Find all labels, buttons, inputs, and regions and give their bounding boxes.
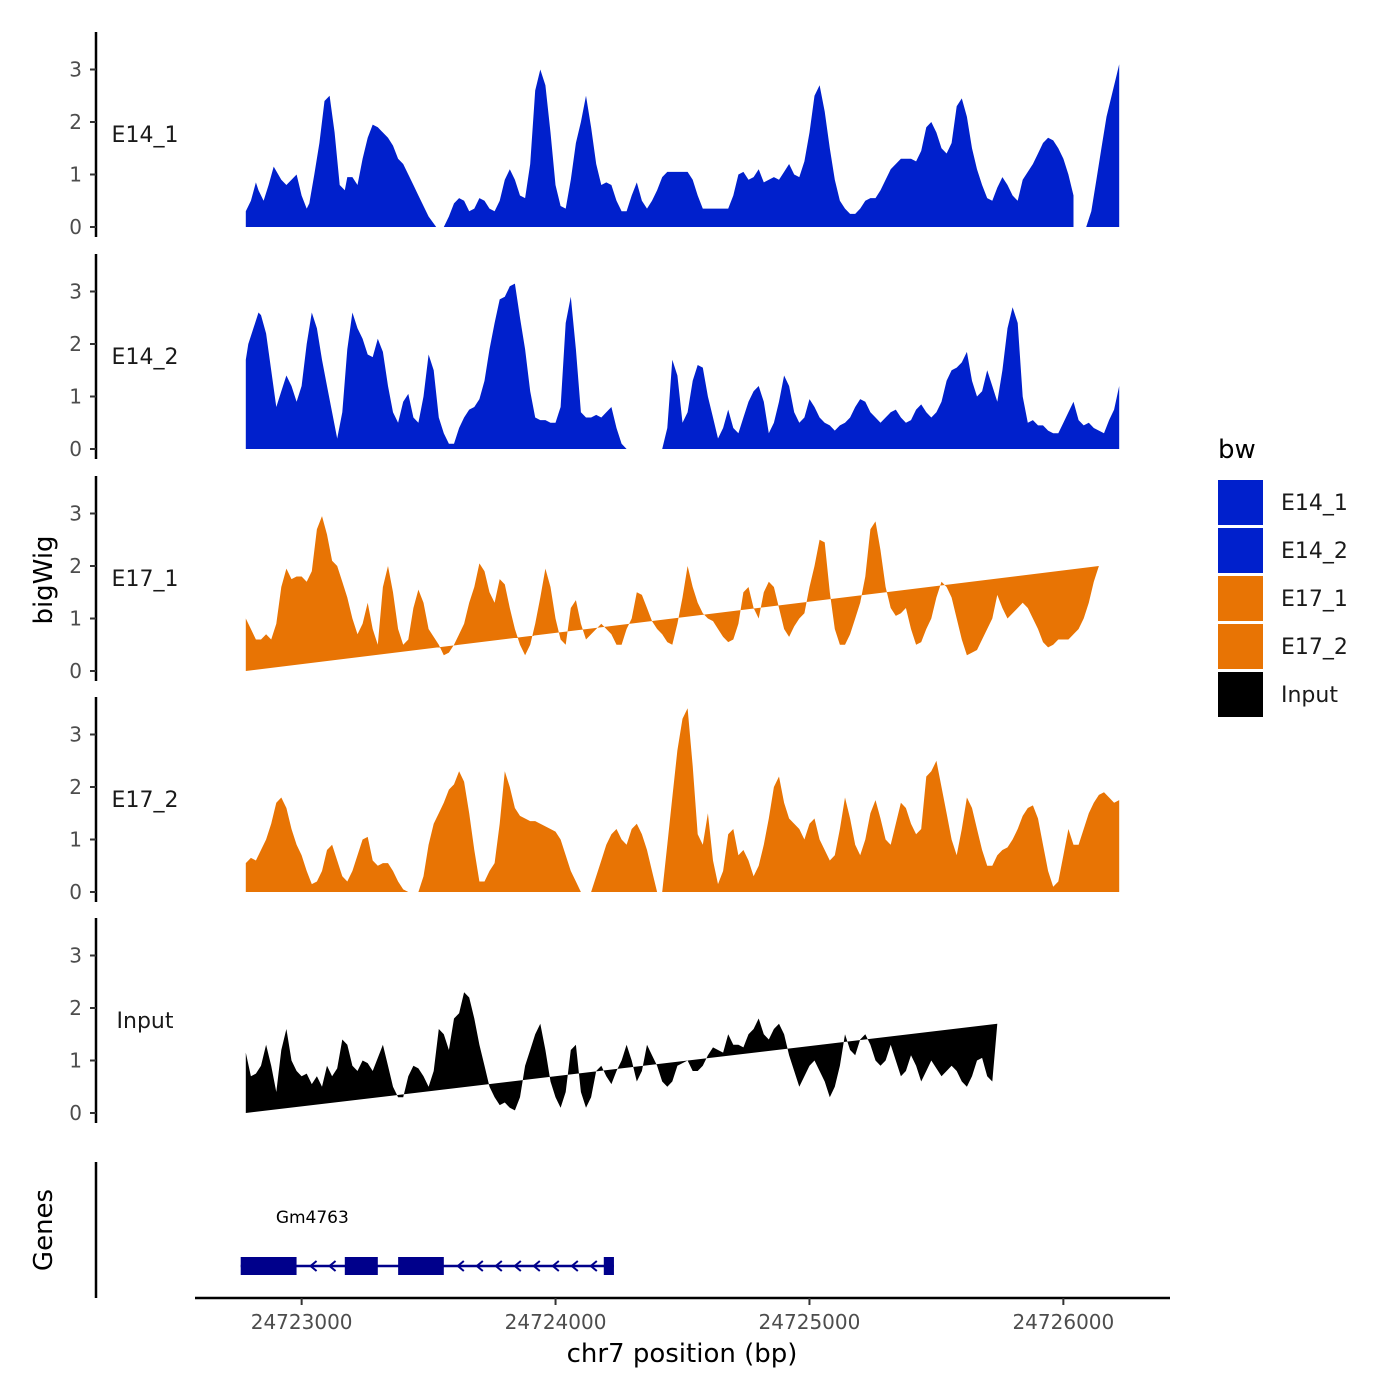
y-tick-label: 2 — [69, 775, 82, 799]
legend-swatch-e17-1 — [1218, 576, 1263, 621]
signal-area-e14-1-segment-3 — [1086, 64, 1120, 227]
y-tick-label: 3 — [69, 502, 82, 526]
signal-area-e17-2-segment-4 — [662, 708, 1120, 892]
signal-area-e17-2-segment-3 — [591, 823, 658, 892]
track-panel-input: 0 1 2 3 Input — [69, 918, 998, 1125]
y-tick-label: 1 — [69, 828, 82, 852]
x-axis: 24723000 24724000 24725000 24726000 chr7 po… — [195, 1296, 1170, 1369]
y-tick-label: 3 — [69, 723, 82, 747]
gene-gm4763: Gm4763 — [240, 1208, 614, 1275]
track-panel-e14-2: 0 1 2 3 E14_2 — [69, 254, 1120, 461]
signal-area-e17-1-segment-1 — [245, 516, 1099, 671]
signal-area-e14-1-segment-1 — [245, 95, 437, 227]
strand-arrow-icon — [456, 1260, 465, 1272]
legend-swatch-e14-2 — [1218, 528, 1263, 573]
strand-arrow-icon — [551, 1260, 560, 1272]
y-tick-label: 0 — [69, 659, 82, 683]
strand-arrow-icon — [589, 1260, 598, 1272]
y-tick-label: 3 — [69, 58, 82, 82]
signal-area-e14-2-segment-2 — [662, 307, 1120, 449]
legend-label-e17-2: E17_2 — [1281, 635, 1348, 660]
y-tick-label: 2 — [69, 332, 82, 356]
y-tick-label: 0 — [69, 215, 82, 239]
y-tick-label: 1 — [69, 607, 82, 631]
y-tick-label: 2 — [69, 554, 82, 578]
x-axis-title: chr7 position (bp) — [567, 1339, 798, 1369]
signal-area-e17-2-segment-2 — [418, 771, 581, 892]
legend-label-e14-1: E14_1 — [1281, 491, 1348, 516]
y-tick-label: 0 — [69, 437, 82, 461]
gene-models: Gm4763 — [240, 1208, 614, 1275]
y-tick-label: 0 — [69, 880, 82, 904]
gene-track-title: Genes — [29, 1189, 59, 1271]
gene-track: Genes Gm4763 — [29, 1162, 614, 1298]
x-axis-ticks: 24723000 24724000 24725000 24726000 — [251, 1298, 1114, 1334]
x-tick-label: 24726000 — [1012, 1310, 1114, 1334]
track-label-e17-2: E17_2 — [112, 788, 179, 813]
signal-tracks: 0 1 2 3 E14_1 0 1 2 3 E14_2 0 1 2 3 E17_1 0 1 2 3 E17_2 0 1 2 3… — [69, 32, 1120, 1125]
signal-area-e14-1-segment-2 — [443, 69, 1074, 227]
y-tick-label: 3 — [69, 280, 82, 304]
track-panel-e17-1: 0 1 2 3 E17_1 — [69, 476, 1099, 683]
exon-3 — [398, 1257, 444, 1275]
legend-title: bw — [1218, 435, 1256, 465]
exon-1 — [240, 1257, 297, 1275]
strand-arrow-icon — [475, 1260, 484, 1272]
x-tick-label: 24724000 — [505, 1310, 607, 1334]
track-label-e17-1: E17_1 — [112, 567, 179, 592]
x-tick-label: 24725000 — [759, 1310, 861, 1334]
signal-area-input-segment-1 — [245, 992, 998, 1113]
y-tick-label: 2 — [69, 996, 82, 1020]
legend-swatch-e17-2 — [1218, 624, 1263, 669]
legend-label-e14-2: E14_2 — [1281, 539, 1348, 564]
y-tick-label: 1 — [69, 385, 82, 409]
legend: bw E14_1 E14_2 E17_1 E17_2 Input — [1218, 435, 1348, 717]
exon-2 — [344, 1257, 378, 1275]
y-tick-label: 3 — [69, 944, 82, 968]
legend-label-e17-1: E17_1 — [1281, 587, 1348, 612]
gene-label: Gm4763 — [276, 1208, 349, 1228]
legend-label-input: Input — [1281, 683, 1338, 708]
y-tick-label: 1 — [69, 1049, 82, 1073]
track-label-input: Input — [117, 1009, 174, 1034]
strand-arrow-icon — [309, 1260, 318, 1272]
legend-items: E14_1 E14_2 E17_1 E17_2 Input — [1218, 480, 1348, 717]
track-label-e14-1: E14_1 — [112, 123, 179, 148]
y-tick-label: 0 — [69, 1101, 82, 1125]
track-panel-e17-2: 0 1 2 3 E17_2 — [69, 697, 1120, 904]
strand-arrow-icon — [513, 1260, 522, 1272]
track-panel-e14-1: 0 1 2 3 E14_1 — [69, 32, 1120, 239]
x-tick-label: 24723000 — [251, 1310, 353, 1334]
strand-arrow-icon — [532, 1260, 541, 1272]
signal-area-e14-2-segment-1 — [245, 283, 658, 449]
legend-swatch-input — [1218, 672, 1263, 717]
y-tick-label: 1 — [69, 163, 82, 187]
legend-swatch-e14-1 — [1218, 480, 1263, 525]
y-tick-label: 2 — [69, 110, 82, 134]
strand-arrow-icon — [570, 1260, 579, 1272]
strand-arrow-icon — [494, 1260, 503, 1272]
y-axis-title: bigWig — [29, 535, 59, 624]
exon-4 — [603, 1257, 614, 1275]
track-label-e14-2: E14_2 — [112, 345, 179, 370]
strand-arrow-icon — [328, 1260, 337, 1272]
signal-area-e17-2-segment-1 — [245, 797, 409, 892]
